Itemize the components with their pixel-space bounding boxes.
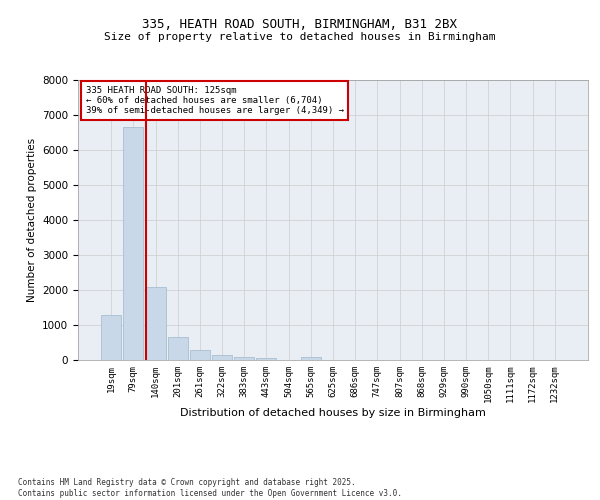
X-axis label: Distribution of detached houses by size in Birmingham: Distribution of detached houses by size … (180, 408, 486, 418)
Y-axis label: Number of detached properties: Number of detached properties (26, 138, 37, 302)
Text: Contains HM Land Registry data © Crown copyright and database right 2025.
Contai: Contains HM Land Registry data © Crown c… (18, 478, 402, 498)
Bar (212, 356, 232, 360)
Bar (256, 358, 277, 360)
Text: 335, HEATH ROAD SOUTH, BIRMINGHAM, B31 2BX: 335, HEATH ROAD SOUTH, BIRMINGHAM, B31 2… (143, 18, 458, 30)
Bar (124, 127, 143, 360)
Bar (101, 314, 121, 360)
Bar (234, 357, 254, 360)
Text: 335 HEATH ROAD SOUTH: 125sqm
← 60% of detached houses are smaller (6,704)
39% of: 335 HEATH ROAD SOUTH: 125sqm ← 60% of de… (86, 86, 344, 116)
Bar (301, 357, 321, 360)
Bar (190, 350, 210, 360)
Bar (146, 286, 166, 360)
Bar (168, 337, 188, 360)
Text: Size of property relative to detached houses in Birmingham: Size of property relative to detached ho… (104, 32, 496, 42)
